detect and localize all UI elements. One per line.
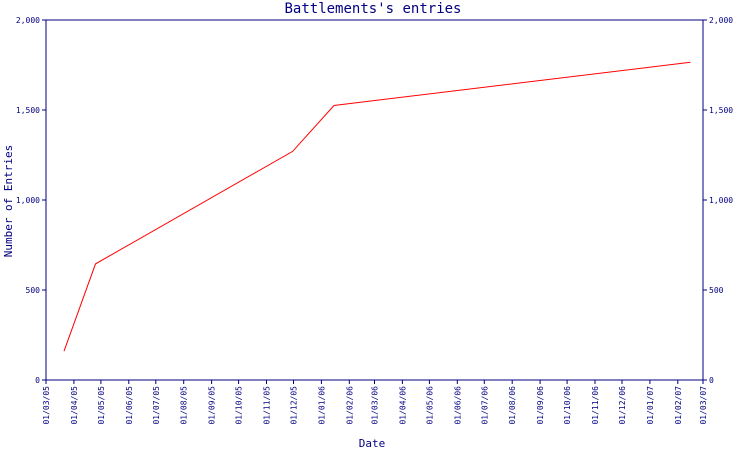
chart-title: Battlements's entries <box>284 1 461 17</box>
x-tick-label: 01/05/05 <box>97 386 106 425</box>
x-tick-label: 01/10/05 <box>235 386 244 425</box>
y-tick-label-left: 1,000 <box>16 196 40 205</box>
x-tick-label: 01/08/05 <box>180 386 189 425</box>
x-tick-label: 01/01/07 <box>646 386 655 425</box>
y-axis-label: Number of Entries <box>2 145 15 258</box>
x-tick-label: 01/03/05 <box>42 386 51 425</box>
x-tick-label: 01/10/06 <box>563 386 572 425</box>
x-tick-label: 01/04/06 <box>398 386 407 425</box>
x-tick-label: 01/04/05 <box>70 386 79 425</box>
x-tick-label: 01/12/06 <box>618 386 627 425</box>
axes <box>45 19 704 381</box>
y-tick-label-right: 1,500 <box>709 106 733 115</box>
x-tick-label: 01/03/06 <box>371 386 380 425</box>
y-tick-label-left: 500 <box>26 286 41 295</box>
y-tick-label-right: 500 <box>709 286 724 295</box>
x-axis-label: Date <box>359 437 386 450</box>
x-tick-label: 01/03/07 <box>699 386 708 425</box>
x-tick-label: 01/01/06 <box>317 386 326 425</box>
y-axis-ticks: 0 0 500 500 1,000 1,000 1,500 1,500 2,000 2,000 <box>16 16 733 385</box>
y-tick-label-right: 2,000 <box>709 16 733 25</box>
x-tick-label: 01/06/06 <box>453 386 462 425</box>
y-tick-label-right: 1,000 <box>709 196 733 205</box>
x-tick-label: 01/05/06 <box>425 386 434 425</box>
series-line <box>63 61 691 352</box>
x-tick-label: 01/07/06 <box>480 386 489 425</box>
y-tick-label-right: 0 <box>709 376 714 385</box>
x-tick-label: 01/02/06 <box>345 386 354 425</box>
x-tick-label: 01/12/05 <box>290 386 299 425</box>
series-group <box>63 61 691 352</box>
plot-frame <box>45 19 704 381</box>
x-tick-label: 01/08/06 <box>508 386 517 425</box>
x-tick-label: 01/02/07 <box>674 386 683 425</box>
x-tick-label: 01/11/05 <box>263 386 272 425</box>
x-tick-label: 01/11/06 <box>591 386 600 425</box>
y-tick-label-left: 1,500 <box>16 106 40 115</box>
x-tick-label: 01/09/05 <box>208 386 217 425</box>
x-tick-label: 01/06/05 <box>125 386 134 425</box>
x-tick-label: 01/07/05 <box>152 386 161 425</box>
x-axis-ticks: 01/03/05 01/04/05 01/05/05 01/06/05 01/07/05… <box>42 380 708 425</box>
y-tick-label-left: 2,000 <box>16 16 40 25</box>
x-tick-label: 01/09/06 <box>536 386 545 425</box>
y-tick-label-left: 0 <box>35 376 40 385</box>
